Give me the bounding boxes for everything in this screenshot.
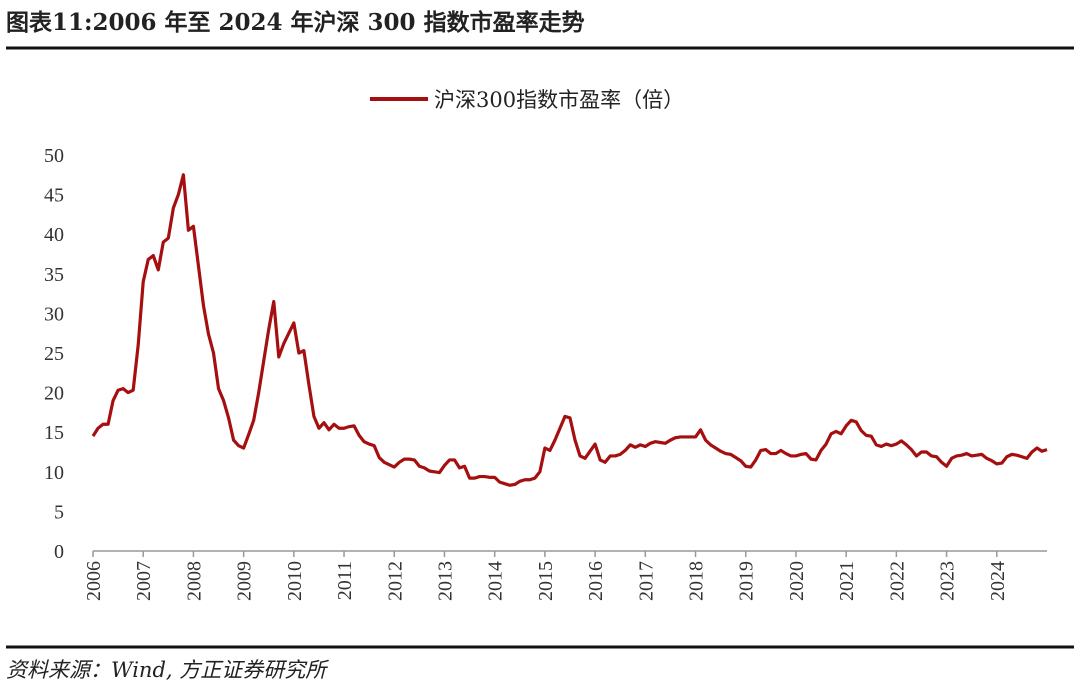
x-tick-label: 2020 xyxy=(786,561,808,601)
x-tick-label: 2008 xyxy=(183,561,205,601)
y-tick-label: 15 xyxy=(44,422,64,444)
y-tick-label: 0 xyxy=(54,541,64,563)
x-tick-label: 2013 xyxy=(434,561,456,601)
x-tick-label: 2007 xyxy=(133,561,155,601)
x-tick-label: 2010 xyxy=(284,561,306,601)
y-tick-label: 40 xyxy=(44,224,64,246)
x-tick-label: 2009 xyxy=(234,561,256,601)
x-tick-label: 2014 xyxy=(485,561,507,601)
x-tick-label: 2012 xyxy=(384,561,406,601)
y-tick-label: 10 xyxy=(44,462,64,484)
chart-title: 图表11:2006 年至 2024 年沪深 300 指数市盈率走势 xyxy=(6,9,585,36)
legend-label: 沪深300指数市盈率（倍） xyxy=(434,88,684,112)
y-tick-label: 50 xyxy=(44,145,64,167)
x-tick-label: 2011 xyxy=(334,561,356,600)
x-tick-label: 2021 xyxy=(836,561,858,601)
x-tick-label: 2024 xyxy=(987,561,1009,601)
x-tick-label: 2015 xyxy=(535,561,557,601)
x-tick-label: 2019 xyxy=(736,561,758,601)
source-note: 资料来源：Wind, 方正证券研究所 xyxy=(6,658,329,682)
x-tick-label: 2022 xyxy=(886,561,908,601)
x-tick-label: 2016 xyxy=(585,561,607,601)
series-line xyxy=(91,173,1048,487)
y-tick-label: 20 xyxy=(44,383,64,405)
x-tick-label: 2023 xyxy=(937,561,959,601)
y-tick-label: 35 xyxy=(44,264,64,286)
y-tick-label: 30 xyxy=(44,303,64,325)
y-tick-label: 5 xyxy=(54,501,64,523)
x-tick-label: 2006 xyxy=(83,561,105,601)
y-tick-label: 45 xyxy=(44,185,64,207)
x-tick-label: 2018 xyxy=(686,561,708,601)
x-tick-label: 2017 xyxy=(635,561,657,601)
y-tick-label: 25 xyxy=(44,343,64,365)
